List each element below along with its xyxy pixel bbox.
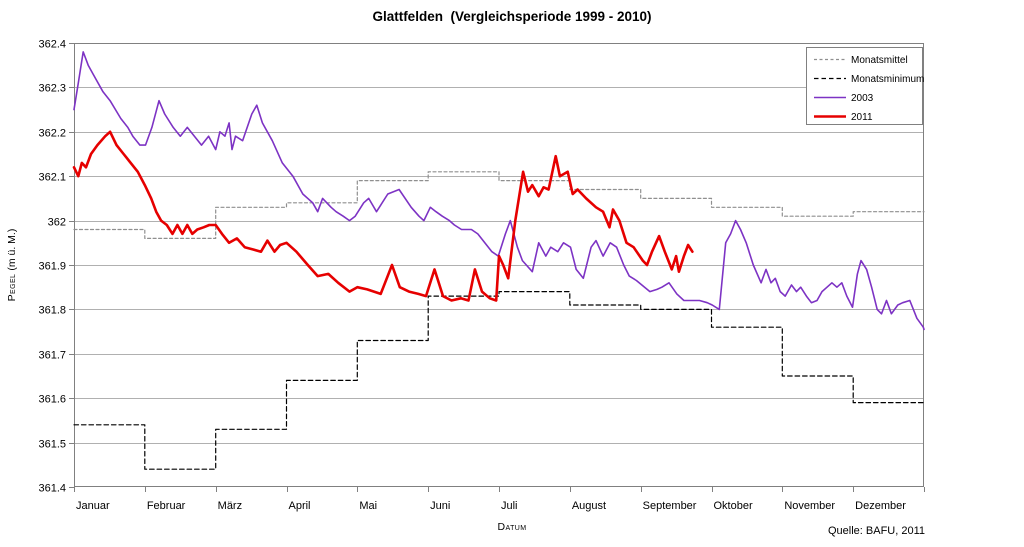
y-tick-label: 362.3 [38, 83, 66, 95]
y-tick-label: 361.8 [38, 305, 66, 317]
x-tick-label: März [218, 500, 242, 512]
x-tick-label: Februar [147, 500, 186, 512]
y-tick-label: 361.5 [38, 439, 66, 451]
x-tick-label: Mai [359, 500, 377, 512]
x-tick-label: Oktober [714, 500, 753, 512]
source-note: Quelle: BAFU, 2011 [827, 525, 925, 537]
x-tick-label: April [289, 500, 311, 512]
legend-label-Monatsminimum: Monatsminimum [851, 74, 924, 85]
x-tick-label: Juni [430, 500, 450, 512]
chart-title: Glattfelden (Vergleichsperiode 1999 - 20… [372, 9, 652, 24]
x-tick-label: Juli [501, 500, 518, 512]
series-line-2003 [73, 51, 925, 331]
series-line-2011 [72, 130, 694, 302]
plot-border [74, 43, 924, 487]
x-axis-title: Datum [497, 521, 527, 533]
y-axis-unit: (m ü. M.) [6, 228, 18, 271]
y-tick-label: 361.9 [38, 261, 66, 273]
y-tick-label: 362.2 [38, 128, 66, 140]
x-tick-label: November [784, 500, 835, 512]
y-tick-label: 361.7 [38, 350, 66, 362]
legend-label-2011: 2011 [851, 112, 873, 123]
legend-box [806, 47, 923, 125]
legend-label-Monatsmittel: Monatsmittel [851, 55, 908, 66]
y-tick-label: 362.4 [38, 39, 66, 51]
y-axis-title-text: Pegel [6, 273, 18, 302]
series-line-Monatsmittel [73, 171, 925, 239]
series-line-Monatsminimum [73, 291, 925, 470]
x-tick-label: Januar [76, 500, 110, 512]
x-tick-label: August [572, 500, 606, 512]
legend-label-2003: 2003 [851, 93, 874, 104]
y-tick-label: 362.1 [38, 172, 66, 184]
x-tick-label: September [643, 500, 697, 512]
y-tick-label: 361.6 [38, 394, 66, 406]
y-tick-label: 361.4 [38, 483, 66, 495]
y-tick-label: 362 [48, 217, 66, 229]
x-tick-label: Dezember [855, 500, 906, 512]
y-axis-title: Pegel (m ü. M.) [6, 165, 22, 365]
